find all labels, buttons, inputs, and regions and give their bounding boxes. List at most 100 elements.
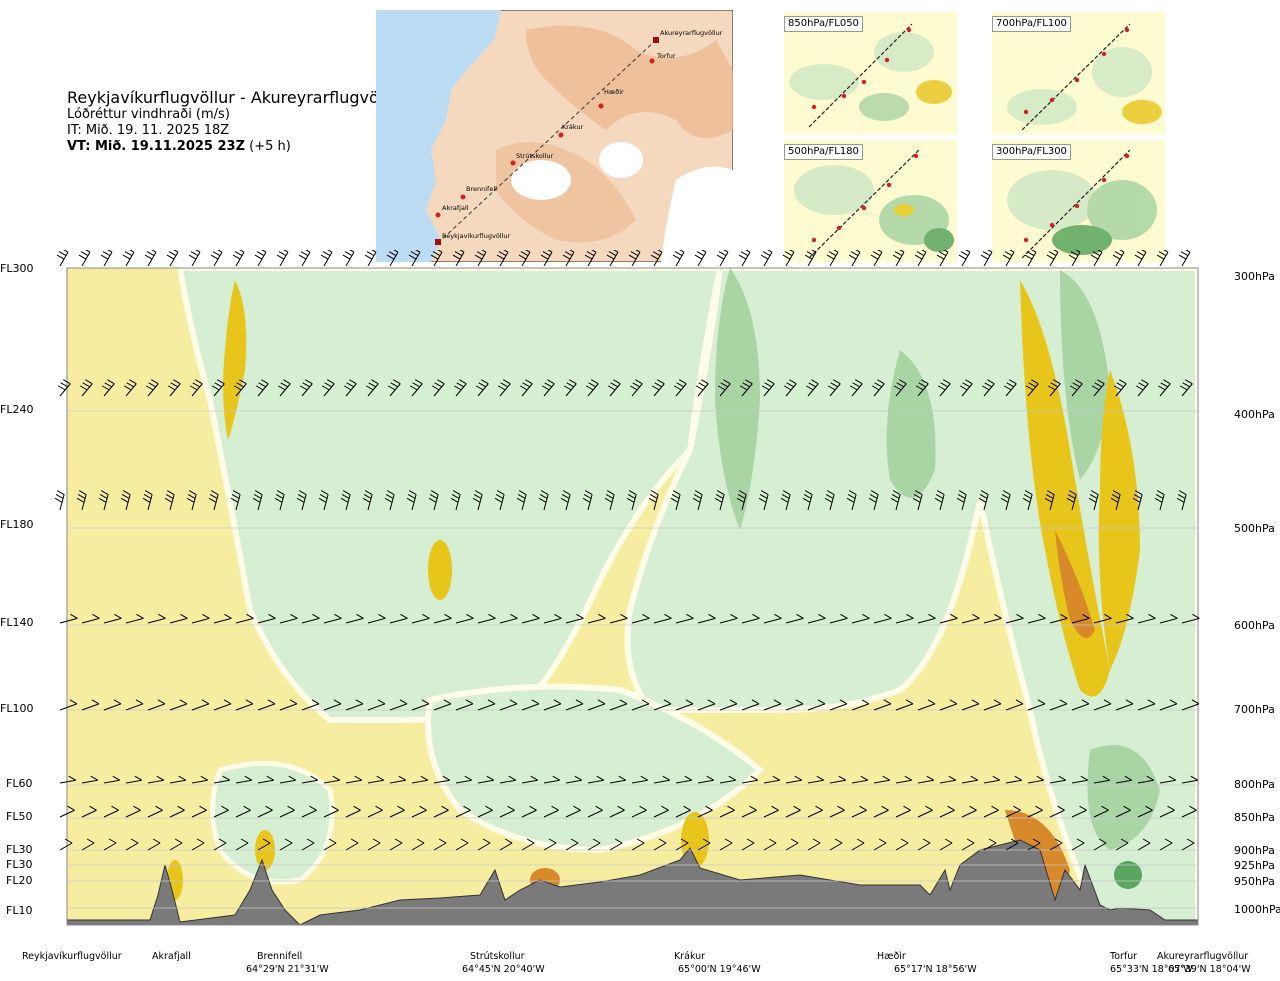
wind-barb-shaft bbox=[829, 617, 848, 624]
wind-barb-feather bbox=[630, 251, 639, 257]
wind-barb-feather bbox=[597, 699, 606, 705]
wind-barb-feather bbox=[519, 385, 528, 391]
wind-barb-feather bbox=[673, 385, 682, 391]
wind-barb-feather bbox=[362, 497, 371, 503]
wind-barb-feather bbox=[674, 251, 683, 257]
wind-barb-feather bbox=[891, 493, 900, 499]
wind-barb-shaft bbox=[521, 842, 535, 851]
wind-barb-feather bbox=[874, 382, 882, 388]
wind-barb-shaft bbox=[807, 617, 826, 624]
wind-barb-shaft bbox=[169, 842, 183, 851]
wind-barb-feather bbox=[635, 250, 641, 253]
wind-barb-shaft bbox=[543, 617, 562, 624]
wind-barb-feather bbox=[918, 382, 926, 388]
wind-barb-feather bbox=[258, 382, 266, 388]
wind-barb-shaft bbox=[1005, 703, 1024, 711]
wind-barb-feather bbox=[1136, 251, 1145, 257]
wind-barb-feather bbox=[825, 493, 834, 499]
wind-barb-feather bbox=[893, 385, 902, 391]
wind-barb-feather bbox=[157, 699, 166, 705]
field-down-1 bbox=[1020, 280, 1110, 697]
wind-barb-feather bbox=[428, 497, 437, 503]
wind-barb-shaft bbox=[1115, 251, 1125, 267]
wind-barb-feather bbox=[1163, 250, 1169, 253]
wind-barb-feather bbox=[419, 805, 427, 811]
wind-barb-shaft bbox=[565, 617, 584, 624]
wind-barb-feather bbox=[981, 385, 990, 391]
wind-barb-shaft bbox=[565, 383, 577, 397]
wind-barb-feather bbox=[486, 775, 495, 781]
wind-barb-feather bbox=[808, 382, 816, 388]
wind-barb-shaft bbox=[763, 809, 779, 818]
wind-barb-shaft bbox=[895, 809, 911, 818]
wind-barb-shaft bbox=[543, 842, 557, 851]
wind-barb-feather bbox=[296, 497, 305, 503]
wind-barb-feather bbox=[67, 805, 75, 811]
wind-barb-feather bbox=[135, 699, 144, 705]
wind-barb-feather bbox=[708, 613, 716, 619]
wind-barb-feather bbox=[896, 382, 904, 388]
wind-barb-feather bbox=[464, 775, 473, 781]
initial-time: IT: Mið. 19. 11. 2025 18Z bbox=[67, 123, 230, 138]
wind-barb-feather bbox=[143, 493, 152, 499]
wind-barb-feather bbox=[764, 382, 772, 388]
wind-barb-feather bbox=[472, 497, 481, 503]
mini-map-700: 700hPa/FL100 bbox=[992, 12, 1165, 138]
wind-barb-feather bbox=[542, 251, 551, 257]
wind-barb-feather bbox=[1002, 254, 1011, 260]
terrain-profile bbox=[67, 839, 1198, 925]
wind-barb-feather bbox=[648, 497, 657, 503]
wind-barb-shaft bbox=[301, 617, 320, 624]
field-down-4 bbox=[428, 540, 452, 600]
wind-barb-feather bbox=[60, 382, 68, 388]
wind-barb-feather bbox=[1088, 497, 1097, 503]
wind-barb-feather bbox=[833, 250, 839, 253]
wind-barb-shaft bbox=[917, 779, 934, 784]
wind-barb-feather bbox=[466, 613, 474, 619]
wind-barb-feather bbox=[540, 490, 549, 495]
wind-barb-feather bbox=[177, 805, 185, 811]
wind-barb-shaft bbox=[455, 251, 465, 267]
wind-barb-feather bbox=[173, 250, 179, 253]
wind-barb-feather bbox=[544, 382, 552, 388]
wind-barb-shaft bbox=[345, 779, 362, 784]
wind-barb-feather bbox=[306, 838, 315, 844]
wind-barb-feather bbox=[277, 385, 286, 391]
wind-barb-feather bbox=[438, 838, 447, 844]
wind-barb-feather bbox=[605, 493, 614, 499]
wind-barb-feather bbox=[366, 251, 375, 257]
wind-barb-feather bbox=[1148, 613, 1156, 619]
svg-text:Akureyrarflugvöllur: Akureyrarflugvöllur bbox=[660, 29, 723, 37]
wind-barb-feather bbox=[246, 613, 254, 619]
wind-barb-feather bbox=[1059, 699, 1068, 705]
wind-barb-feather bbox=[899, 379, 907, 385]
wind-barb-feather bbox=[525, 250, 531, 253]
wind-barb-shaft bbox=[873, 383, 885, 397]
wind-barb-shaft bbox=[389, 842, 403, 851]
wind-barb-feather bbox=[566, 382, 574, 388]
wind-barb-shaft bbox=[1027, 703, 1046, 711]
wind-barb-feather bbox=[327, 379, 335, 385]
wind-barb-feather bbox=[569, 250, 575, 253]
hpa-label-500: 500hPa bbox=[1234, 522, 1275, 535]
wind-barb-feather bbox=[283, 379, 291, 385]
wind-barb-feather bbox=[107, 250, 113, 253]
wind-barb-shaft bbox=[1159, 617, 1178, 624]
wind-barb-shaft bbox=[125, 809, 141, 818]
wind-barb-feather bbox=[372, 838, 381, 844]
wind-barb-shaft bbox=[1071, 809, 1087, 818]
wind-barb-feather bbox=[1082, 613, 1090, 619]
wind-barb-shaft bbox=[741, 703, 760, 711]
wind-barb-feather bbox=[595, 805, 603, 811]
wind-barb-feather bbox=[782, 490, 791, 495]
wind-barb-feather bbox=[927, 699, 936, 705]
wind-barb-feather bbox=[662, 775, 671, 781]
hpa-label-800: 800hPa bbox=[1234, 778, 1275, 791]
wind-barb-shaft bbox=[279, 617, 298, 624]
wind-barb-feather bbox=[767, 379, 775, 385]
wind-barb-shaft bbox=[1027, 842, 1041, 851]
wind-barb-shaft bbox=[103, 779, 120, 784]
wind-barb-shaft bbox=[455, 842, 469, 851]
wind-barb-feather bbox=[496, 254, 505, 260]
wind-barb-feather bbox=[970, 775, 979, 781]
